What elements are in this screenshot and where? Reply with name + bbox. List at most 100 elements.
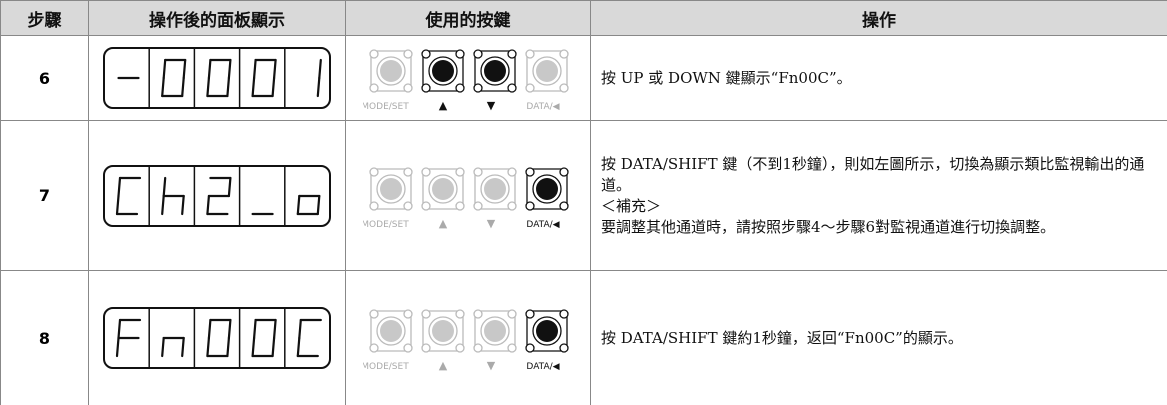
key-label: ▼ <box>487 217 496 230</box>
key-pin <box>559 83 569 93</box>
key-pin <box>369 343 379 353</box>
key <box>369 309 413 353</box>
key-pin <box>421 83 431 93</box>
segment <box>316 76 321 98</box>
key-cap <box>536 320 558 342</box>
segment <box>227 176 232 197</box>
segment <box>115 194 120 215</box>
display-cell <box>88 270 346 405</box>
key-label: DATA/◀ <box>526 102 559 112</box>
key-pin <box>369 49 379 59</box>
segment <box>271 336 276 358</box>
segment <box>207 318 212 340</box>
segment <box>162 176 167 197</box>
segment <box>271 76 276 98</box>
segment <box>162 58 167 80</box>
key-cap <box>484 320 506 342</box>
key-cap <box>380 60 402 82</box>
key <box>421 49 465 93</box>
segment <box>273 318 277 340</box>
key <box>421 166 465 211</box>
segment <box>253 58 257 80</box>
segment <box>207 58 212 80</box>
key-panel: MODE/SET ▲ ▼ DATA/◀ <box>363 166 569 230</box>
key-cap <box>484 177 506 200</box>
segment <box>182 58 187 80</box>
segment <box>318 58 322 80</box>
operation-text: 按 UP 或 DOWN 鍵顯示“Fn00C”。 <box>601 68 852 87</box>
segment <box>181 194 185 215</box>
table-body: 6 MODE/SET ▲ ▼ DATA/◀ 按 UP 或 DOWN 鍵顯示“Fn00C”。… <box>0 35 1167 405</box>
key-panel: MODE/SET ▲ ▼ DATA/◀ <box>363 309 569 372</box>
key-cap <box>432 60 454 82</box>
key-cap <box>536 177 558 200</box>
table-row: 8 MODE/SET ▲ ▼ DATA/◀ 按 DATA/SHIFT 鍵約1秒鐘，返回“F… <box>0 270 1167 405</box>
key <box>525 49 569 93</box>
key-pin <box>559 343 569 353</box>
display-cell <box>88 120 346 271</box>
operation-cell: 按 UP 或 DOWN 鍵顯示“Fn00C”。 <box>590 35 1167 121</box>
key-pin <box>421 309 431 319</box>
key-pin <box>525 309 535 319</box>
key-pin <box>559 200 569 211</box>
key-label: ▲ <box>439 359 448 372</box>
operation-text: 按 DATA/SHIFT 鍵約1秒鐘，返回“Fn00C”的顯示。 <box>601 328 963 347</box>
header-cell: 操作後的面板顯示 <box>88 0 346 36</box>
key-pin <box>473 309 483 319</box>
segment <box>316 194 321 215</box>
key-label: MODE/SET <box>363 220 409 230</box>
segment <box>206 336 211 358</box>
header-cell: 使用的按鍵 <box>345 0 591 36</box>
key-label: DATA/◀ <box>526 220 559 230</box>
operation-cell: 按 DATA/SHIFT 鍵（不到1秒鐘），則如左圖所示，切換為顯示類比監視輸出… <box>590 120 1167 271</box>
segment <box>273 58 277 80</box>
key-pin <box>525 343 535 353</box>
table-row: 6 MODE/SET ▲ ▼ DATA/◀ 按 UP 或 DOWN 鍵顯示“Fn00C”。 <box>0 35 1167 121</box>
key-label: ▼ <box>487 359 496 372</box>
segment <box>181 76 185 98</box>
segment <box>161 76 165 98</box>
key <box>421 309 465 353</box>
step-cell: 8 <box>0 270 89 405</box>
panel-display <box>103 307 331 369</box>
key-cap <box>432 177 454 200</box>
key-pin <box>421 343 431 353</box>
segment <box>117 176 122 197</box>
keys-cell: MODE/SET ▲ ▼ DATA/◀ <box>345 120 591 271</box>
key-pin <box>369 166 379 177</box>
key-pin <box>403 83 413 93</box>
key-pin <box>559 49 569 59</box>
segment <box>251 76 256 98</box>
segment <box>298 318 302 340</box>
key-pin <box>455 200 465 211</box>
key <box>525 309 569 353</box>
key-pin <box>507 49 517 59</box>
key <box>473 166 517 211</box>
panel-display <box>103 164 331 227</box>
key-pin <box>525 166 535 177</box>
segment <box>115 336 120 358</box>
key-pin <box>473 166 483 177</box>
key-pin <box>369 83 379 93</box>
keys-cell: MODE/SET ▲ ▼ DATA/◀ <box>345 270 591 405</box>
segment <box>296 336 301 358</box>
key-pin <box>507 166 517 177</box>
step-cell: 6 <box>0 35 89 121</box>
key-label: DATA/◀ <box>526 362 559 372</box>
segment <box>251 336 256 358</box>
panel-display <box>103 47 331 109</box>
operation-text: 要調整其他通道時，請按照步驟4～步驟6對監視通道進行切換調整。 <box>601 217 1056 236</box>
display-frame <box>103 307 331 369</box>
key-pin <box>507 343 517 353</box>
step-cell: 7 <box>0 120 89 271</box>
key-pin <box>507 200 517 211</box>
key-pin <box>421 200 431 211</box>
key-pin <box>455 49 465 59</box>
segment <box>206 76 211 98</box>
key-pin <box>473 200 483 211</box>
operation-text: ＜補充＞ <box>601 196 662 215</box>
segment <box>226 76 231 98</box>
key-pin <box>455 83 465 93</box>
key-pin <box>421 166 431 177</box>
